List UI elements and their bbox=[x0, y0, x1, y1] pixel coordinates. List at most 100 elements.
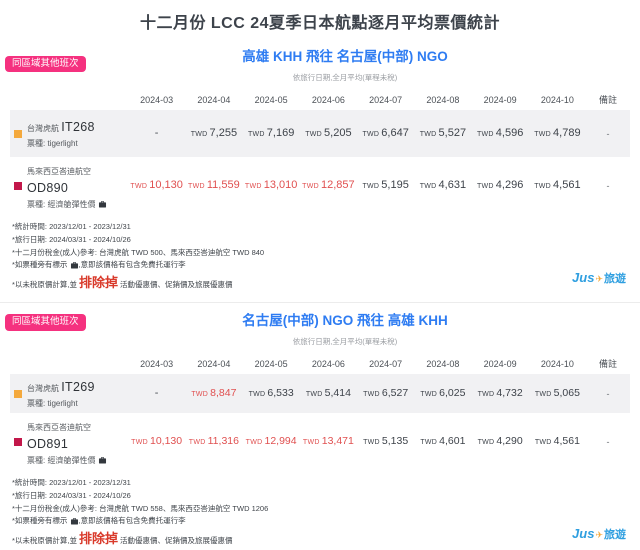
price-cell: TWD 4,561 bbox=[529, 179, 586, 193]
price-amount: 11,559 bbox=[206, 178, 240, 191]
airline-name: 馬來西亞峇迪航空 bbox=[27, 167, 91, 176]
section-title: 名古屋(中部) NGO 飛往 高雄 KHH bbox=[242, 313, 448, 329]
price-amount: 5,065 bbox=[553, 387, 580, 400]
currency-label: TWD bbox=[244, 182, 262, 190]
fare-type-label: 票種: 經濟艙彈性價 bbox=[27, 456, 96, 466]
currency-label: TWD bbox=[247, 130, 265, 138]
price-cell: TWD 5,065 bbox=[529, 387, 586, 400]
flight-number: OD890 bbox=[27, 181, 69, 195]
currency-label: TWD bbox=[302, 439, 320, 447]
currency-label: TWD bbox=[477, 439, 495, 447]
price-amount: 4,732 bbox=[496, 387, 523, 400]
fare-type-label: 票種: tigerlight bbox=[27, 139, 78, 148]
price-cell: TWD 4,596 bbox=[472, 127, 529, 141]
fare-type: 票種: 經濟艙彈性價 bbox=[27, 199, 128, 210]
price-cell: TWD 12,857 bbox=[300, 179, 357, 193]
currency-label: TWD bbox=[362, 130, 380, 138]
price-cell: TWD 6,533 bbox=[243, 387, 300, 400]
airline-cell: 馬來西亞峇迪航空 OD890 票種: 經濟艙彈性價 bbox=[10, 157, 128, 214]
price-amount: 6,025 bbox=[439, 387, 466, 400]
currency-label: TWD bbox=[190, 130, 208, 138]
airline-name-line: 台灣虎航 IT269 bbox=[27, 378, 95, 396]
currency-label: TWD bbox=[191, 391, 209, 399]
price-cell: - bbox=[154, 126, 159, 139]
brand-logo-text-en: Jus bbox=[572, 526, 595, 542]
price-cell: TWD 5,205 bbox=[300, 127, 357, 141]
column-header-month: 2024-09 bbox=[483, 358, 517, 369]
fare-table: 2024-03 2024-04 2024-05 2024-06 2024-07 2024-… bbox=[10, 88, 630, 214]
column-header-month: 2024-09 bbox=[483, 94, 517, 105]
price-amount: 4,596 bbox=[495, 126, 524, 139]
price-amount: 4,789 bbox=[553, 126, 581, 139]
footnote-text: 活動優惠價、促銷價及旅展優惠價 bbox=[120, 536, 233, 546]
column-header-month: 2024-08 bbox=[426, 94, 460, 105]
luggage-icon bbox=[98, 200, 107, 209]
currency-label: TWD bbox=[245, 439, 263, 447]
footnote-line: *以未稅原價計算,並 排除掉 活動優惠價、促銷價及旅展優惠價 bbox=[12, 272, 628, 294]
airline-cell: 台灣虎航 IT269 票種: tigerlight bbox=[10, 374, 128, 413]
column-header-month: 2024-05 bbox=[254, 358, 288, 369]
fare-type-label: 票種: 經濟艙彈性價 bbox=[27, 200, 96, 209]
price-cell: TWD 8,847 bbox=[185, 387, 242, 400]
currency-label: TWD bbox=[534, 439, 552, 447]
airline-color-marker bbox=[14, 129, 22, 138]
price-amount: 12,994 bbox=[264, 435, 297, 448]
price-amount: 6,533 bbox=[267, 387, 294, 400]
column-header-remark: 備註 bbox=[598, 359, 617, 370]
luggage-icon bbox=[70, 517, 79, 526]
price-cell: TWD 5,135 bbox=[357, 435, 414, 448]
price-cell: TWD 4,296 bbox=[472, 179, 529, 193]
remark-cell: - bbox=[606, 180, 610, 191]
price-amount: 12,857 bbox=[320, 178, 355, 191]
currency-label: TWD bbox=[248, 391, 266, 399]
footnote-line: *統計時間: 2023/12/01 - 2023/12/31 bbox=[12, 477, 628, 490]
column-header-month: 2024-08 bbox=[426, 358, 460, 369]
footnote-text: *十二月份稅金(成人)參考: 台灣虎航 TWD 558、馬來西亞峇迪航空 TWD… bbox=[12, 503, 269, 513]
price-amount: 5,195 bbox=[381, 178, 409, 191]
footnote-line: *以未稅原價計算,並 排除掉 活動優惠價、促銷價及旅展優惠價 bbox=[12, 528, 628, 550]
price-cell: TWD 13,010 bbox=[243, 179, 300, 193]
airline-color-marker bbox=[14, 437, 22, 446]
airline-color-marker bbox=[14, 181, 22, 190]
price-amount: 4,290 bbox=[496, 435, 523, 448]
footnote-text: *如票種旁有標示 bbox=[12, 260, 70, 270]
airline-name-line: 馬來西亞峇迪航空 OD891 bbox=[27, 417, 128, 453]
airline-name-line: 台灣虎航 IT268 bbox=[27, 118, 95, 136]
price-amount: 7,169 bbox=[266, 126, 295, 139]
remark-cell: - bbox=[606, 128, 610, 139]
remark-cell: - bbox=[606, 436, 610, 447]
brand-logo-text-zh: 旅遊 bbox=[604, 529, 626, 542]
currency-label: TWD bbox=[302, 182, 319, 190]
brand-logo: Jus✈旅遊 bbox=[572, 270, 626, 286]
footnote-text: *統計時間: 2023/12/01 - 2023/12/31 bbox=[12, 478, 131, 488]
brand-logo-text-zh: 旅遊 bbox=[604, 273, 626, 286]
price-cell: TWD 7,255 bbox=[185, 127, 242, 141]
price-cell: TWD 10,130 bbox=[128, 435, 185, 448]
section-header: 名古屋(中部) NGO 飛往 高雄 KHH 依旅行日期,全月平均(單程未稅) bbox=[0, 309, 640, 347]
fare-type: 票種: tigerlight bbox=[27, 398, 95, 409]
price-amount: 7,255 bbox=[209, 126, 238, 139]
airline-label: 台灣虎航 IT269 票種: tigerlight bbox=[27, 378, 95, 409]
excluded-highlight: 排除掉 bbox=[79, 531, 119, 547]
footnote-line: *十二月份稅金(成人)參考: 台灣虎航 TWD 500、馬來西亞峇迪航空 TWD… bbox=[12, 247, 628, 260]
price-amount: 5,414 bbox=[324, 387, 351, 400]
price-cell: TWD 4,789 bbox=[529, 127, 586, 141]
brand-logo-text-en: Jus bbox=[572, 270, 595, 286]
footnote-line: *如票種旁有標示 ,意即該價格有包含免費托運行李 bbox=[12, 259, 628, 272]
footnote-text: *旅行日期: 2024/03/31 - 2024/10/26 bbox=[12, 234, 131, 244]
sections-container: 高雄 KHH 飛往 名古屋(中部) NGO 依旅行日期,全月平均(單程未稅) 同區域… bbox=[0, 45, 640, 550]
section-title: 高雄 KHH 飛往 名古屋(中部) NGO bbox=[242, 49, 448, 64]
plane-icon: ✈ bbox=[595, 274, 603, 285]
luggage-icon bbox=[98, 456, 107, 465]
plane-icon: ✈ bbox=[595, 530, 603, 541]
price-cell: TWD 5,414 bbox=[300, 387, 357, 400]
column-header-remark: 備註 bbox=[598, 95, 617, 105]
price-amount: 10,130 bbox=[149, 178, 183, 191]
price-cell: TWD 5,195 bbox=[357, 179, 414, 193]
fare-row: 台灣虎航 IT268 票種: tigerlight - TWD 7,255 TWD 7,16… bbox=[10, 110, 630, 157]
price-cell: TWD 4,732 bbox=[472, 387, 529, 400]
footnote-text: ,意即該價格有包含免費托運行李 bbox=[78, 516, 186, 526]
flight-number: OD891 bbox=[27, 437, 69, 452]
fare-row: 台灣虎航 IT269 票種: tigerlight - TWD 8,847 TWD 6,53… bbox=[10, 374, 630, 414]
table-header-row: 2024-03 2024-04 2024-05 2024-06 2024-07 2024-… bbox=[10, 88, 630, 110]
